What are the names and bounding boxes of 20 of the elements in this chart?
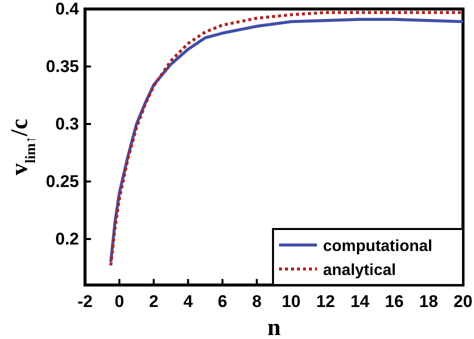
y-tick-label: 0.4 <box>55 0 80 18</box>
y-tick-label: 0.2 <box>55 229 79 248</box>
legend-label: computational <box>323 238 432 255</box>
x-tick-label: 6 <box>218 292 228 312</box>
x-tick-label: 12 <box>316 292 336 312</box>
x-tick-label: 0 <box>114 292 124 312</box>
x-tick-label: 16 <box>384 292 404 312</box>
x-tick-label: 14 <box>350 292 370 312</box>
x-tick-label: 20 <box>454 292 472 312</box>
x-axis-title: n <box>267 315 281 339</box>
y-tick-label: 0.3 <box>55 114 79 134</box>
y-tick-label: 0.35 <box>46 56 79 76</box>
y-tick-label: 0.25 <box>46 172 79 191</box>
x-tick-label: 10 <box>282 292 301 312</box>
x-tick-label: 4 <box>183 292 194 312</box>
x-tick-label: 18 <box>419 292 438 312</box>
x-tick-label: -2 <box>77 292 93 312</box>
x-tick-label: 8 <box>252 292 262 312</box>
x-tick-label: 2 <box>148 292 158 312</box>
legend-label: analytical <box>323 262 396 279</box>
